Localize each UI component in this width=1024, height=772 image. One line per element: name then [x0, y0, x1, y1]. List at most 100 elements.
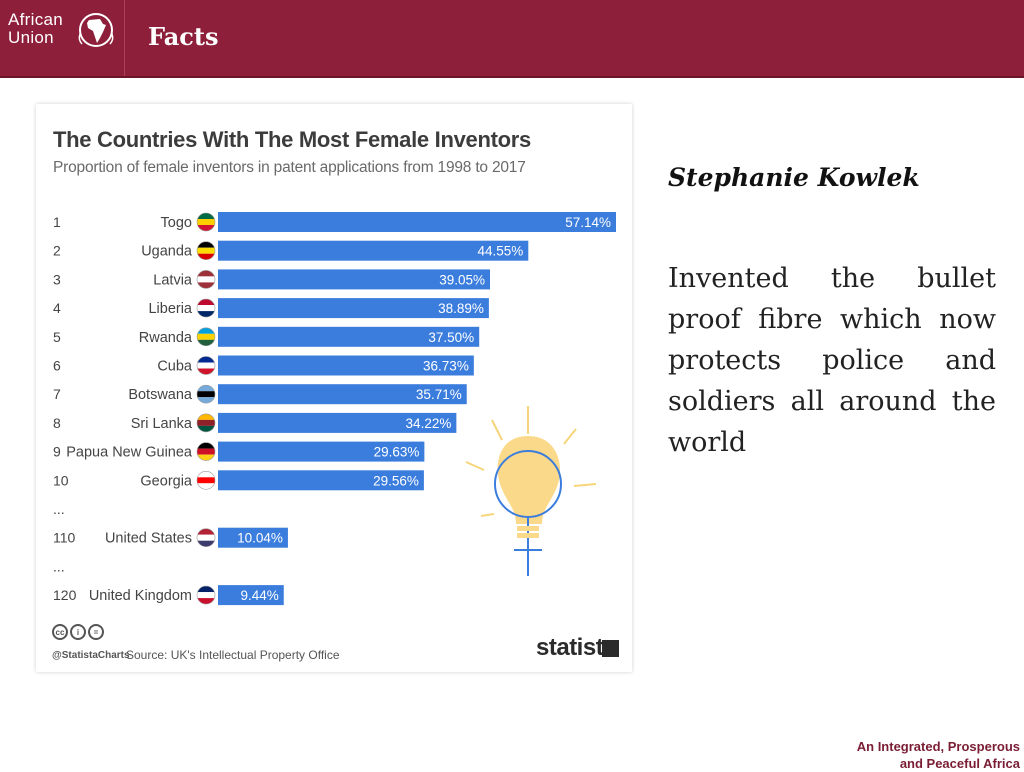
chart-subtitle: Proportion of female inventors in patent… — [53, 159, 526, 176]
female-lightbulb-illustration — [465, 406, 597, 576]
category-label: Liberia — [148, 301, 192, 317]
flag-icon — [197, 327, 215, 346]
license-icons[interactable]: cc i = — [52, 624, 104, 640]
data-label: 34.22% — [406, 416, 452, 431]
rank-label: ... — [53, 558, 65, 574]
flag-stripe — [197, 471, 215, 478]
flag-stripe — [197, 282, 215, 289]
flag-stripe — [197, 528, 215, 535]
flag-stripe — [197, 419, 215, 426]
data-bar — [218, 355, 474, 376]
flag-stripe — [197, 534, 215, 541]
flag-stripe — [197, 413, 215, 420]
rank-label: 110 — [53, 530, 76, 546]
flag-stripe — [197, 385, 215, 392]
flag-outline — [196, 413, 216, 433]
flag-stripe — [197, 391, 215, 398]
data-bar — [218, 269, 490, 290]
rank-label: 7 — [53, 386, 61, 402]
data-label: 29.56% — [373, 473, 419, 488]
flag-stripe — [197, 477, 215, 484]
flag-outline — [196, 442, 216, 461]
flag-stripe — [197, 327, 215, 334]
flag-stripe — [197, 276, 215, 283]
african-union-logo[interactable]: African Union — [0, 0, 125, 76]
flag-stripe — [197, 299, 215, 306]
rank-label: 10 — [53, 472, 69, 488]
flag-icon — [197, 299, 215, 318]
data-label: 39.05% — [439, 272, 485, 287]
flag-stripe — [197, 540, 215, 547]
flag-stripe — [197, 397, 215, 404]
flag-icon — [197, 528, 215, 547]
data-label: 36.73% — [423, 359, 469, 374]
category-label: Rwanda — [139, 330, 193, 346]
attribution-icon: i — [70, 624, 86, 640]
data-label: 38.89% — [438, 301, 484, 316]
rank-label: ... — [53, 501, 65, 517]
data-label: 44.55% — [478, 244, 524, 259]
data-label: 9.44% — [240, 588, 278, 603]
bar-chart: 1 Togo 57.14% 2 Uganda 44.55% 3 Latvia 39.05% 4 Li… — [53, 212, 616, 606]
header-divider — [0, 76, 1024, 78]
flag-icon — [197, 442, 215, 461]
data-bar — [218, 212, 616, 232]
flag-icon — [197, 356, 215, 375]
header-bar: African Union Facts — [0, 0, 1024, 76]
flag-stripe — [197, 270, 215, 277]
category-label: Latvia — [153, 272, 193, 288]
flag-outline — [196, 327, 216, 347]
data-label: 10.04% — [237, 531, 283, 546]
flag-icon — [197, 385, 215, 404]
logo-text-line1: African — [8, 10, 64, 29]
page-title: Facts — [148, 22, 219, 51]
category-label: United States — [105, 531, 192, 547]
flag-stripe — [197, 442, 215, 449]
data-bar — [218, 384, 467, 405]
flag-icon — [197, 213, 215, 231]
statista-handle: @StatistaCharts — [52, 650, 130, 661]
chart-card: The Countries With The Most Female Inven… — [36, 104, 632, 672]
flag-stripe — [197, 598, 215, 605]
flag-stripe — [197, 356, 215, 363]
chart-title: The Countries With The Most Female Inven… — [53, 127, 531, 152]
no-derivatives-icon: = — [88, 624, 104, 640]
category-label: Cuba — [157, 359, 193, 375]
rank-label: 1 — [53, 214, 61, 230]
flag-outline — [196, 470, 216, 490]
rank-label: 4 — [53, 300, 61, 316]
rank-label: 120 — [53, 587, 77, 603]
data-label: 29.63% — [374, 445, 420, 460]
data-label: 35.71% — [416, 387, 462, 402]
data-bar — [218, 527, 288, 548]
footer-tagline: An Integrated, Prosperous and Peaceful A… — [857, 738, 1020, 772]
flag-stripe — [197, 247, 215, 254]
data-label: 37.50% — [428, 330, 474, 345]
statista-mark-icon — [602, 640, 619, 657]
flag-stripe — [197, 362, 215, 369]
flag-stripe — [197, 483, 215, 490]
rank-label: 8 — [53, 415, 61, 431]
creative-commons-icon: cc — [52, 624, 68, 640]
rank-label: 2 — [53, 243, 61, 259]
tagline-line2: and Peaceful Africa — [899, 756, 1020, 771]
inventor-name: Stephanie Kowlek — [668, 163, 920, 192]
data-bar — [218, 441, 425, 462]
data-bar — [218, 585, 284, 606]
flag-stripe — [197, 454, 215, 461]
flag-stripe — [197, 241, 215, 248]
flag-outline — [196, 528, 216, 548]
data-bar — [218, 298, 489, 319]
rank-label: 5 — [53, 329, 61, 345]
flag-stripe — [197, 425, 215, 432]
category-label: Georgia — [140, 473, 193, 489]
flag-stripe — [197, 339, 215, 346]
flag-stripe — [197, 311, 215, 318]
flag-stripe — [197, 253, 215, 260]
flag-icon — [197, 241, 215, 260]
flag-outline — [196, 241, 216, 260]
flag-stripe — [197, 225, 215, 231]
category-label: United Kingdom — [89, 588, 192, 604]
flag-stripe — [197, 448, 215, 455]
category-label: Papua New Guinea — [66, 445, 193, 461]
